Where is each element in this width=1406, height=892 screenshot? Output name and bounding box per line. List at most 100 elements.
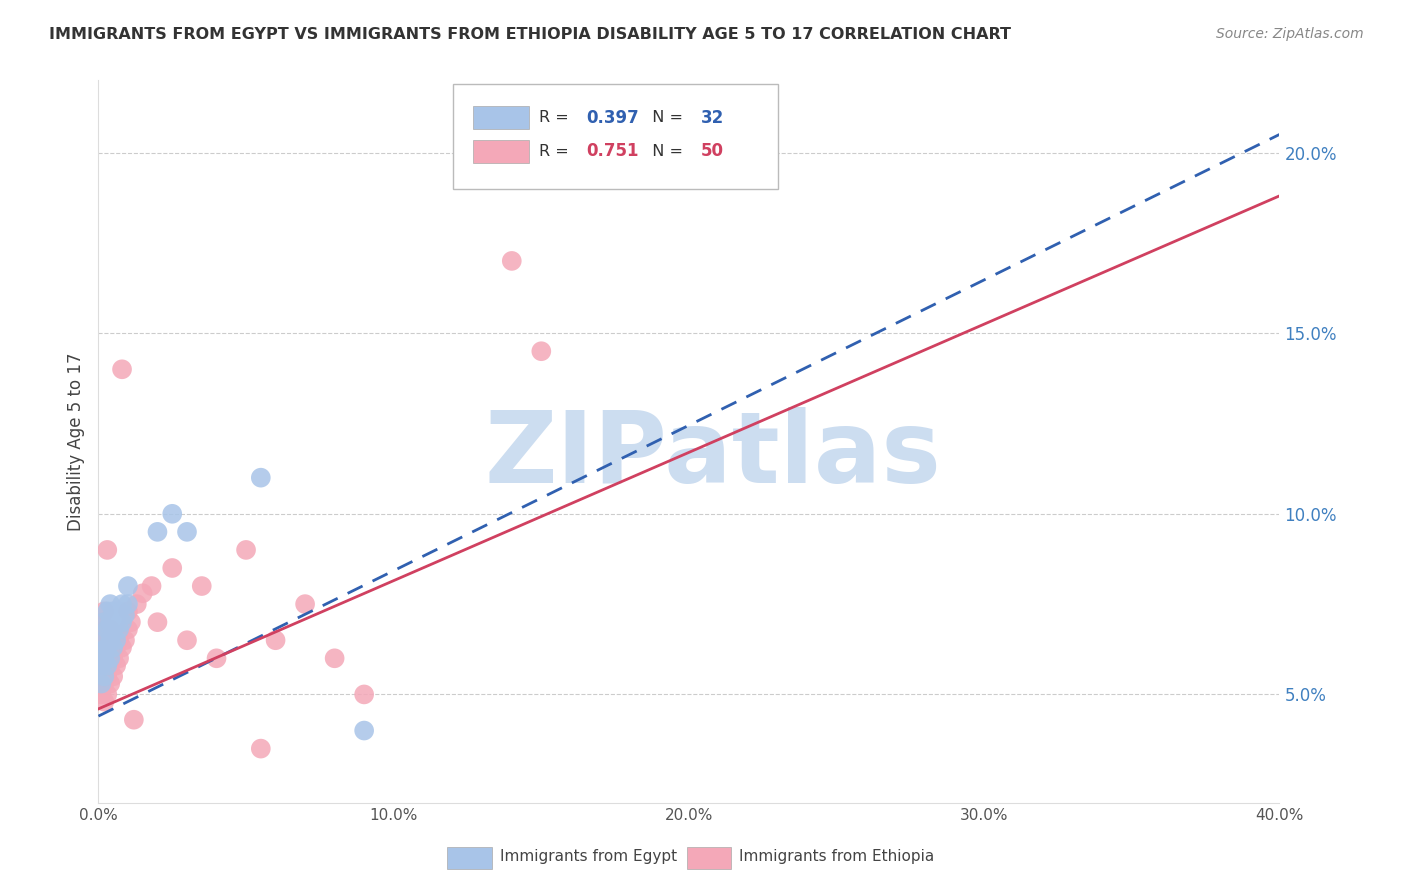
Point [117,597,139,611]
Point [176,524,198,539]
Point [191,579,214,593]
Point [103,640,125,655]
Point [90,633,112,648]
Point [162,507,183,521]
Text: N =: N = [641,111,688,126]
Point [93,633,115,648]
Point [146,615,169,630]
Point [96,687,118,701]
Point [90,676,112,690]
Point [111,362,134,376]
Point [108,651,131,665]
Point [98,615,121,630]
Y-axis label: Disability Age 5 to 17: Disability Age 5 to 17 [66,352,84,531]
Point [93,658,115,673]
Point [103,604,125,618]
Point [98,658,121,673]
FancyBboxPatch shape [453,84,778,189]
Point [235,542,257,557]
Point [117,623,139,637]
Point [162,561,183,575]
Text: 32: 32 [700,109,724,127]
FancyBboxPatch shape [472,106,530,129]
Point [96,669,118,683]
Point [111,597,134,611]
Point [96,658,118,673]
Point [93,651,115,665]
Point [108,623,131,637]
Point [250,741,273,756]
Point [93,676,115,690]
Point [96,651,118,665]
Point [120,615,142,630]
Point [108,633,131,648]
Point [93,604,115,618]
Point [90,651,112,665]
Point [114,633,136,648]
Point [96,633,118,648]
Point [105,658,128,673]
Point [501,253,523,268]
Point [98,640,121,655]
Point [108,604,131,618]
Point [294,597,316,611]
Point [98,597,121,611]
Text: Immigrants from Ethiopia: Immigrants from Ethiopia [738,849,934,864]
FancyBboxPatch shape [472,139,530,162]
Point [176,633,198,648]
Point [93,695,115,709]
Point [96,640,118,655]
Point [125,597,148,611]
Point [93,615,115,630]
Point [111,615,134,630]
Point [93,623,115,637]
FancyBboxPatch shape [686,847,731,869]
Point [90,658,112,673]
Point [98,633,121,648]
Point [103,651,125,665]
Point [117,604,139,618]
Point [132,586,155,600]
Text: R =: R = [538,144,574,159]
FancyBboxPatch shape [447,847,492,869]
Point [93,640,115,655]
Point [93,669,115,683]
Point [96,604,118,618]
Point [122,713,145,727]
Text: 50: 50 [700,142,724,160]
Point [98,676,121,690]
Point [90,615,112,630]
Point [103,669,125,683]
Point [264,633,287,648]
Text: 0.397: 0.397 [586,109,638,127]
Point [105,640,128,655]
Point [141,579,163,593]
Point [353,723,375,738]
Point [250,471,273,485]
Point [90,669,112,683]
Text: ZIPatlas: ZIPatlas [484,408,941,505]
Point [353,687,375,701]
Text: Immigrants from Egypt: Immigrants from Egypt [501,849,678,864]
Point [105,633,128,648]
Text: 0.751: 0.751 [586,142,638,160]
Point [90,644,112,658]
Point [205,651,228,665]
Point [111,640,134,655]
Text: R =: R = [538,111,574,126]
Text: N =: N = [641,144,688,159]
Point [146,524,169,539]
Point [98,623,121,637]
Text: Source: ZipAtlas.com: Source: ZipAtlas.com [1216,27,1364,41]
Point [96,542,118,557]
Point [96,623,118,637]
Point [117,579,139,593]
Point [103,623,125,637]
Point [530,344,553,359]
Point [105,615,128,630]
Point [114,607,136,622]
Point [98,651,121,665]
Text: IMMIGRANTS FROM EGYPT VS IMMIGRANTS FROM ETHIOPIA DISABILITY AGE 5 TO 17 CORRELA: IMMIGRANTS FROM EGYPT VS IMMIGRANTS FROM… [49,27,1011,42]
Point [90,687,112,701]
Point [323,651,346,665]
